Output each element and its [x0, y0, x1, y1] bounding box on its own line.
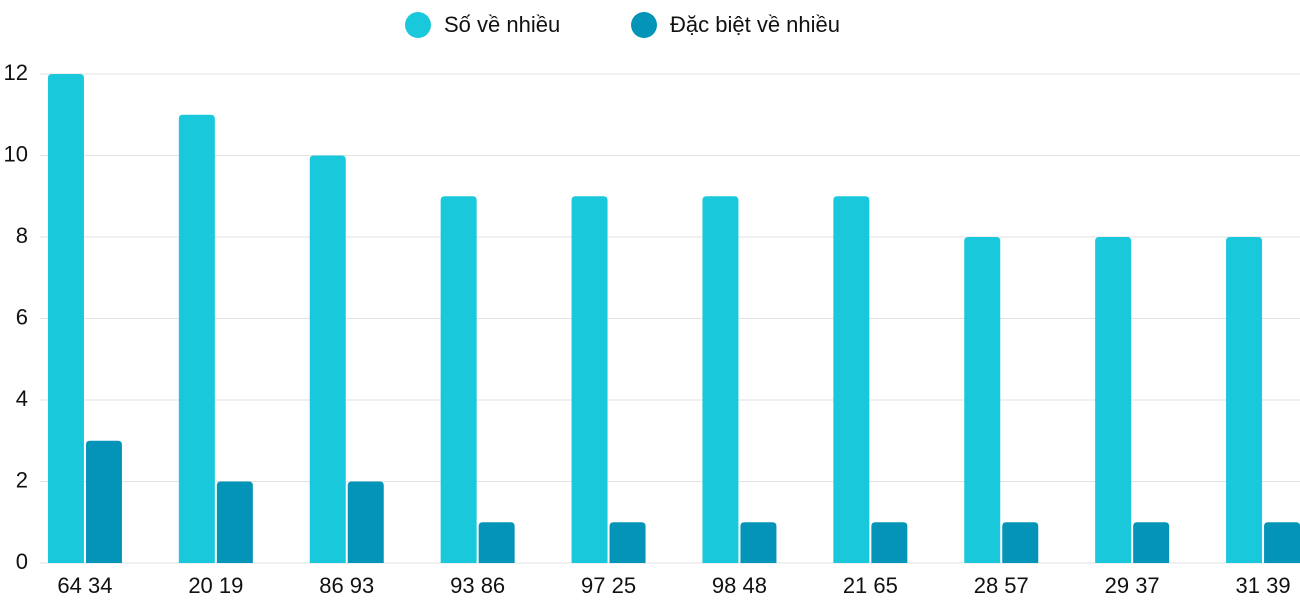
y-tick-label: 2: [16, 467, 28, 492]
bar: [178, 114, 215, 563]
bar: [1226, 237, 1263, 563]
bar: [216, 481, 253, 563]
bar: [1133, 522, 1170, 563]
x-tick-label: 20 19: [188, 573, 243, 598]
legend-label: Số về nhiều: [444, 12, 560, 37]
x-tick-label: 21 65: [843, 573, 898, 598]
x-tick-label: 31 39: [1236, 573, 1291, 598]
bar: [1264, 522, 1300, 563]
bar: [702, 196, 739, 563]
bar: [740, 522, 777, 563]
x-tick-label: 29 37: [1105, 573, 1160, 598]
y-tick-label: 0: [16, 549, 28, 574]
x-tick-label: 28 57: [974, 573, 1029, 598]
bar: [1002, 522, 1039, 563]
y-tick-label: 4: [16, 386, 28, 411]
x-tick-label: 64 34: [57, 573, 112, 598]
x-tick-label: 86 93: [319, 573, 374, 598]
legend-marker: [631, 12, 657, 38]
bar: [440, 196, 477, 563]
bar: [964, 237, 1001, 563]
bar: [85, 440, 122, 563]
bar: [833, 196, 870, 563]
bar: [347, 481, 384, 563]
legend-label: Đặc biệt về nhiều: [670, 12, 840, 37]
bar: [478, 522, 515, 563]
x-tick-label: 97 25: [581, 573, 636, 598]
bar: [871, 522, 908, 563]
bar: [571, 196, 608, 563]
bar: [609, 522, 646, 563]
bar: [1095, 237, 1132, 563]
y-tick-label: 8: [16, 223, 28, 248]
y-tick-label: 12: [4, 60, 28, 85]
bar: [309, 155, 346, 563]
y-tick-label: 10: [4, 141, 28, 166]
x-tick-label: 98 48: [712, 573, 767, 598]
legend-marker: [405, 12, 431, 38]
bar: [47, 74, 84, 563]
x-tick-label: 93 86: [450, 573, 505, 598]
y-tick-label: 6: [16, 304, 28, 329]
